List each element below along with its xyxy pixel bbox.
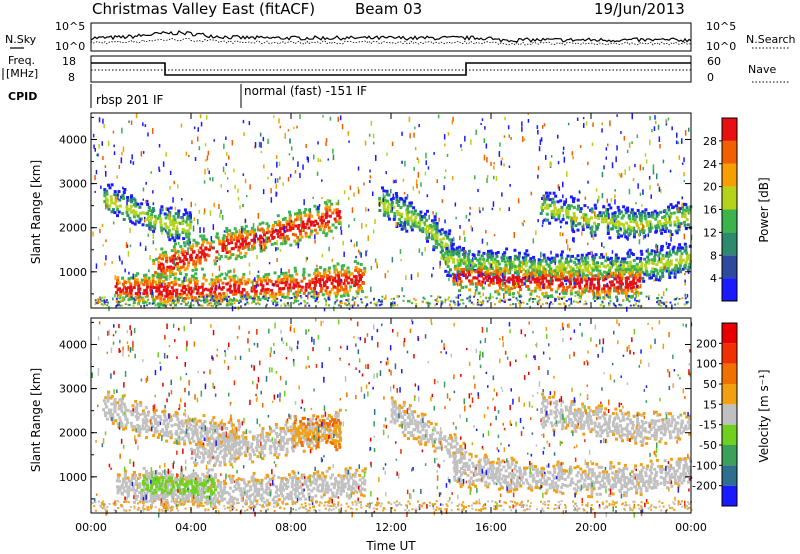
colorbar-tick-label: 28 [703, 135, 717, 148]
nave-tick-top: 60 [707, 55, 721, 68]
power-y-axis: 1000 2000 3000 4000 [59, 116, 691, 295]
x-tick-label: 00:00 [675, 521, 707, 534]
velocity-heatmap-cells [91, 318, 693, 518]
freq-series-line [91, 62, 691, 76]
echo-band-6 [539, 191, 693, 240]
nsky-panel-frame [90, 22, 692, 52]
colorbar-segment [722, 465, 737, 486]
colorbar-segment [722, 255, 737, 279]
colorbar-tick-label: 24 [703, 158, 717, 171]
cpid-program-1: rbsp 201 IF [96, 93, 163, 107]
x-tick-label: 20:00 [575, 521, 607, 534]
colorbar-tick-label: 100 [696, 358, 717, 371]
colorbar-tick-label: 4 [710, 272, 717, 285]
nsky-tick-top-right: 10^5 [706, 20, 736, 33]
velocity-y-label: Slant Range [km] [29, 368, 43, 472]
colorbar-tick-label: 50 [703, 378, 717, 391]
colorbar-segment [722, 445, 737, 466]
colorbar-tick-label: 12 [703, 226, 717, 239]
colorbar-tick-label: 8 [710, 249, 717, 262]
colorbar-tick-label: 20 [703, 181, 717, 194]
nsky-tick-top-left: 10^5 [55, 20, 85, 33]
colorbar-tick-label: -200 [692, 480, 717, 493]
freq-unit-label: [MHz] [6, 67, 38, 80]
nsky-label: N.Sky [5, 33, 37, 46]
y-tick-label: 1000 [59, 471, 87, 484]
colorbar-frame [721, 322, 738, 507]
x-tick-label: 12:00 [375, 521, 407, 534]
nave-label: Nave [748, 63, 776, 76]
power-colorbar-label: Power [dB] [757, 177, 771, 242]
freq-label: Freq. [8, 54, 35, 67]
colorbar-tick-label: 15 [703, 398, 717, 411]
colorbar-segment [722, 323, 737, 344]
y-tick-label: 2000 [59, 427, 87, 440]
colorbar-tick-label: -15 [699, 419, 717, 432]
colorbar-segment [722, 404, 737, 425]
echo-band-2 [114, 260, 367, 309]
cpid-program-2: normal (fast) -151 IF [244, 84, 367, 98]
colorbar-segment [722, 384, 737, 405]
colorbar-segment [722, 209, 737, 233]
beam-label: Beam 03 [355, 0, 422, 18]
colorbar-tick-label: 16 [703, 204, 717, 217]
colorbar-segment [722, 424, 737, 445]
y-tick-label: 3000 [59, 178, 87, 191]
nsky-tick-bottom-right: 10^0 [706, 40, 736, 53]
x-tick-label: 16:00 [475, 521, 507, 534]
y-tick-label: 1000 [59, 266, 87, 279]
nsky-series-line [90, 30, 692, 43]
colorbar-segment [722, 232, 737, 256]
colorbar-segment [722, 278, 737, 301]
power-y-label: Slant Range [km] [29, 160, 43, 264]
x-tick-label: 04:00 [175, 521, 207, 534]
nave-tick-bottom: 0 [707, 71, 714, 84]
colorbar-tick-label: 200 [696, 337, 717, 350]
nsearch-label: N.Search [746, 33, 796, 46]
nsky-tick-bottom-left: 10^0 [55, 40, 85, 53]
colorbar-tick-label: -50 [699, 439, 717, 452]
colorbar-segment [722, 343, 737, 364]
noise-speckles [92, 113, 693, 312]
y-tick-label: 2000 [59, 222, 87, 235]
echo-band-3 [140, 466, 218, 505]
colorbar-segment [722, 186, 737, 210]
date-label: 19/Jun/2013 [594, 0, 685, 18]
colorbar-segment [722, 118, 737, 141]
freq-tick-bottom: 8 [68, 71, 75, 84]
colorbar-tick-label: -100 [692, 459, 717, 472]
colorbar-segment [722, 163, 737, 187]
velocity-y-axis: 1000 2000 3000 4000 [59, 321, 691, 500]
noise-speckles [91, 318, 693, 518]
echo-band-6 [452, 451, 692, 499]
y-tick-label: 4000 [59, 338, 87, 351]
colorbar-segment [722, 485, 737, 506]
power-heatmap-cells [92, 113, 693, 312]
y-tick-label: 4000 [59, 133, 87, 146]
velocity-colorbar-label: Velocity [m s⁻¹] [757, 369, 771, 462]
x-tick-label: 08:00 [275, 521, 307, 534]
echo-band-7 [540, 392, 692, 447]
colorbar-segment [722, 363, 737, 384]
freq-tick-top: 18 [62, 55, 76, 68]
time-x-axis: 00:00 04:00 08:00 12:00 16:00 20:00 00:00 [75, 113, 707, 534]
echo-band-3 [378, 186, 455, 263]
echo-band-1 [152, 199, 342, 284]
x-tick-label: 00:00 [75, 521, 107, 534]
y-tick-label: 3000 [59, 383, 87, 396]
velocity-colorbar: 200 100 50 15 -15 -50 -100 -200 [692, 322, 738, 507]
freq-panel-frame [90, 55, 692, 83]
nsearch-series-line [90, 37, 692, 46]
power-colorbar: 4 8 12 16 20 24 28 [703, 117, 738, 302]
colorbar-segment [722, 140, 737, 164]
station-title: Christmas Valley East (fitACF) [92, 0, 315, 18]
x-axis-label: Time UT [365, 539, 416, 553]
echo-band-5 [389, 396, 468, 475]
cpid-label: CPID [8, 90, 37, 103]
